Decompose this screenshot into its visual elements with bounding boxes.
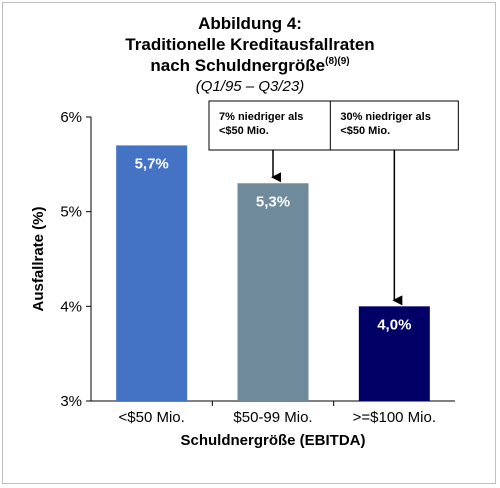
annotation-box (329, 100, 459, 151)
chart-title-line1: Abbildung 4: (198, 14, 302, 33)
annotation-box (208, 100, 338, 151)
annotation-text-line1: 7% niedriger als (219, 111, 303, 123)
y-tick-label: 3% (60, 393, 82, 410)
annotation-text-line1: 30% niedriger als (340, 111, 431, 123)
chart-title-line3-text: nach Schuldnergröße (150, 56, 326, 75)
bar-1 (116, 145, 188, 401)
x-tick-label: <$50 Mio. (119, 409, 185, 426)
y-tick-label: 4% (60, 298, 82, 315)
bar-data-label: 5,7% (135, 155, 169, 172)
bar-data-label: 4,0% (377, 316, 411, 333)
x-tick-label: $50-99 Mio. (233, 409, 312, 426)
bar-3 (358, 306, 430, 401)
annotation-callout: 7% niedriger als <$50 Mio. (208, 100, 338, 183)
chart-title-line3: nach Schuldnergröße(8)(9) (0, 56, 500, 76)
annotation-text-line2: <$50 Mio. (219, 125, 269, 137)
chart-title-line2: Traditionelle Kreditausfallraten (125, 35, 375, 54)
chart-period: (Q1/95 – Q3/23) (195, 78, 305, 95)
annotation-text-line2: <$50 Mio. (340, 125, 390, 137)
y-tick-label: 6% (60, 109, 82, 126)
annotation-callout: 30% niedriger als <$50 Mio. (329, 100, 459, 306)
y-axis-label: Ausfallrate (%) (30, 206, 47, 311)
bar-2 (237, 183, 309, 401)
footnote-refs: (8)(9) (325, 56, 350, 67)
y-tick-label: 5% (60, 204, 82, 221)
x-axis-label: Schuldnergröße (EBITDA) (180, 432, 365, 449)
bar-data-label: 5,3% (256, 193, 290, 210)
x-tick-label: >=$100 Mio. (353, 409, 436, 426)
